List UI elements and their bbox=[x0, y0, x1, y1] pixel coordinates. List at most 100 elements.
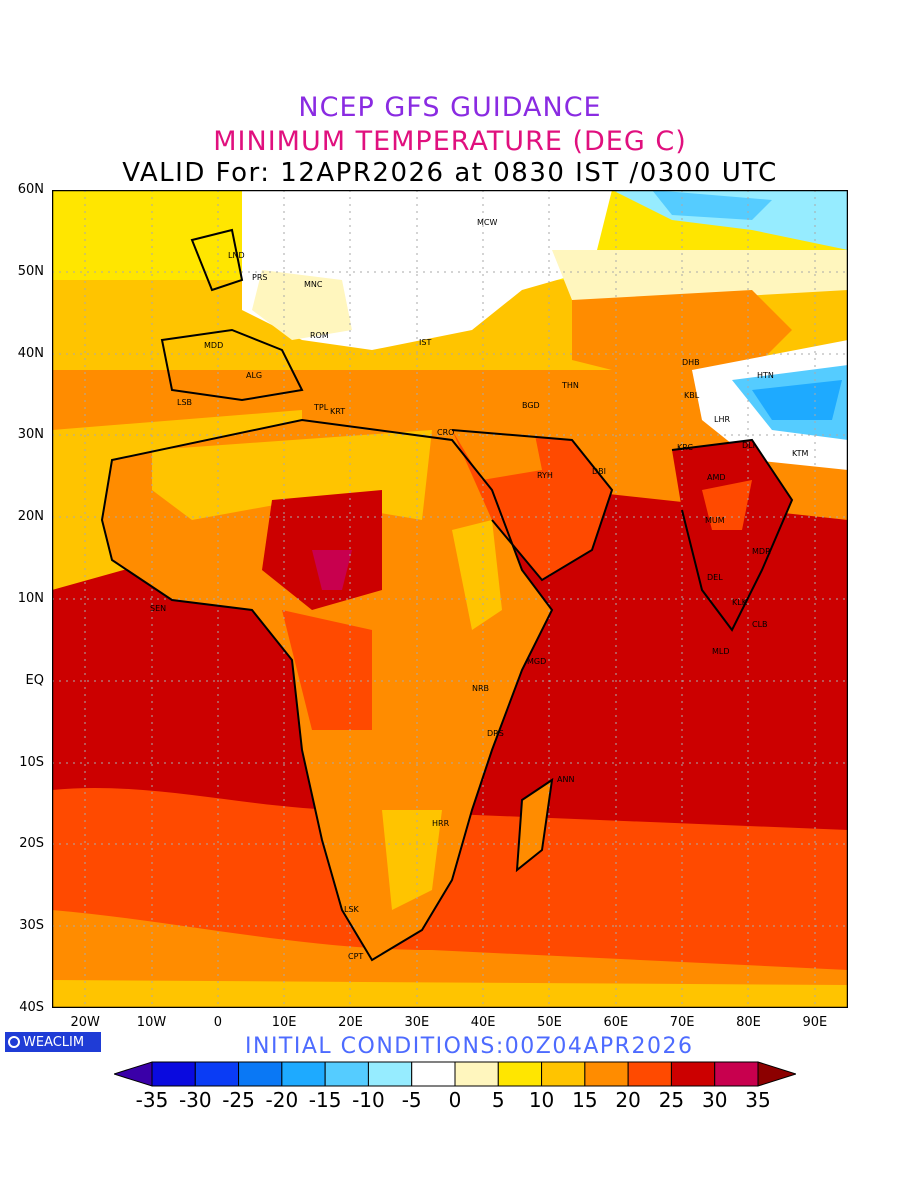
colorbar-low-arrow bbox=[114, 1061, 153, 1087]
colorbar-segment bbox=[411, 1061, 456, 1087]
station-label: CLB bbox=[752, 620, 768, 629]
colorbar-label: 5 bbox=[491, 1088, 505, 1112]
station-label: SEN bbox=[150, 604, 166, 613]
colorbar-label: 30 bbox=[701, 1088, 728, 1112]
lat-label: 50N bbox=[17, 263, 44, 279]
station-label: LSB bbox=[177, 398, 192, 407]
colorbar-label: -35 bbox=[135, 1088, 169, 1112]
colorbar-label: 10 bbox=[528, 1088, 555, 1112]
lat-label: 20N bbox=[17, 509, 44, 525]
colorbar-segment bbox=[367, 1061, 413, 1087]
colorbar-label: -30 bbox=[178, 1088, 212, 1112]
lon-label: 40E bbox=[470, 1015, 496, 1030]
logo-ring-icon bbox=[8, 1036, 20, 1048]
station-label: HRR bbox=[432, 819, 450, 828]
station-label: AMD bbox=[707, 473, 726, 482]
colorbar-segment bbox=[497, 1061, 543, 1087]
lat-label: 20S bbox=[19, 836, 44, 852]
station-label: HTN bbox=[757, 371, 774, 380]
colorbar-label: -10 bbox=[352, 1088, 385, 1112]
station-label: ALG bbox=[246, 371, 262, 380]
station-label: MCW bbox=[477, 218, 497, 227]
colorbar-label: 0 bbox=[448, 1088, 462, 1112]
colorbar-high-arrow bbox=[757, 1061, 796, 1087]
colorbar-label: 35 bbox=[745, 1088, 771, 1112]
lon-label: 50E bbox=[537, 1015, 562, 1030]
station-label: BGD bbox=[522, 401, 540, 410]
station-label: DRS bbox=[487, 729, 504, 738]
lon-label: 90E bbox=[802, 1015, 828, 1030]
lon-label: 70E bbox=[669, 1015, 695, 1030]
station-label: MNC bbox=[304, 280, 323, 289]
station-label: LND bbox=[228, 251, 245, 260]
colorbar-segment bbox=[324, 1061, 369, 1087]
station-label: PRS bbox=[252, 273, 267, 282]
colorbar-label: 25 bbox=[658, 1088, 685, 1112]
colorbar bbox=[114, 1061, 796, 1087]
station-label: NRB bbox=[472, 684, 489, 693]
colorbar-segment bbox=[627, 1061, 672, 1087]
colorbar-segment bbox=[584, 1061, 629, 1087]
station-label: LHR bbox=[714, 415, 730, 424]
lat-label: 60N bbox=[17, 182, 44, 197]
colorbar-label: -5 bbox=[401, 1088, 422, 1112]
logo-text: WEACLIM bbox=[23, 1034, 85, 1050]
station-label: IST bbox=[419, 338, 431, 347]
station-label: RYH bbox=[537, 471, 553, 480]
lon-label: 30E bbox=[404, 1015, 430, 1030]
station-label: MDR bbox=[752, 547, 771, 556]
station-label: CRO bbox=[437, 428, 454, 437]
station-label: KLK bbox=[732, 598, 748, 607]
lat-label: 40S bbox=[19, 1000, 44, 1015]
lon-label: 10W bbox=[136, 1015, 167, 1030]
station-label: MUM bbox=[705, 516, 725, 525]
station-label: KRC bbox=[677, 443, 693, 452]
lat-label: 40N bbox=[17, 345, 44, 361]
initial-conditions: INITIAL CONDITIONS:00Z04APR2026 bbox=[245, 1034, 694, 1059]
station-label: DEL bbox=[707, 573, 723, 582]
colorbar-label: 15 bbox=[572, 1088, 598, 1112]
colorbar-label: 20 bbox=[615, 1088, 641, 1112]
madagascar bbox=[517, 780, 552, 870]
weaclim-logo: WEACLIM bbox=[5, 1032, 101, 1052]
station-label: MLD bbox=[712, 647, 730, 656]
station-label: DBI bbox=[592, 467, 606, 476]
station-label: MGD bbox=[527, 657, 546, 666]
station-label: CPT bbox=[348, 952, 363, 961]
colorbar-label: -25 bbox=[222, 1088, 255, 1112]
colorbar-label: -20 bbox=[265, 1088, 299, 1112]
map-title-line3: VALID For: 12APR2026 at 0830 IST /0300 U… bbox=[122, 158, 778, 188]
station-label: DHB bbox=[682, 358, 700, 367]
lat-label: EQ bbox=[25, 672, 44, 688]
station-label: KRT bbox=[330, 407, 345, 416]
colorbar-segment bbox=[714, 1061, 759, 1087]
station-label: DLI bbox=[742, 441, 755, 450]
map-title-line1: NCEP GFS GUIDANCE bbox=[298, 92, 602, 123]
station-label: KTM bbox=[792, 449, 809, 458]
lat-label: 30S bbox=[19, 918, 44, 934]
colorbar-segment bbox=[151, 1061, 196, 1087]
map-title-line2: MINIMUM TEMPERATURE (DEG C) bbox=[213, 126, 687, 157]
lon-label: 20E bbox=[338, 1015, 363, 1030]
colorbar-segment bbox=[454, 1061, 499, 1087]
lat-label: 30N bbox=[17, 427, 44, 443]
station-label: KBL bbox=[684, 391, 700, 400]
lat-label: 10S bbox=[19, 754, 44, 770]
colorbar-label: -15 bbox=[308, 1088, 342, 1112]
india-landmass bbox=[672, 440, 792, 630]
lon-label: 60E bbox=[603, 1015, 629, 1030]
lon-label: 20W bbox=[70, 1015, 100, 1030]
lon-label: 10E bbox=[271, 1015, 297, 1030]
station-label: TPL bbox=[313, 403, 329, 412]
station-label: ROM bbox=[310, 331, 329, 340]
colorbar-segment bbox=[541, 1061, 586, 1087]
coastlines bbox=[100, 228, 794, 962]
station-label: MDD bbox=[204, 341, 223, 350]
lon-label: 80E bbox=[736, 1015, 761, 1030]
colorbar-segment bbox=[670, 1061, 716, 1087]
lon-label: 0 bbox=[213, 1015, 222, 1030]
colorbar-segment bbox=[238, 1061, 283, 1087]
station-label: THN bbox=[561, 381, 579, 390]
colorbar-segment bbox=[281, 1061, 326, 1087]
station-label: LSK bbox=[344, 905, 360, 914]
